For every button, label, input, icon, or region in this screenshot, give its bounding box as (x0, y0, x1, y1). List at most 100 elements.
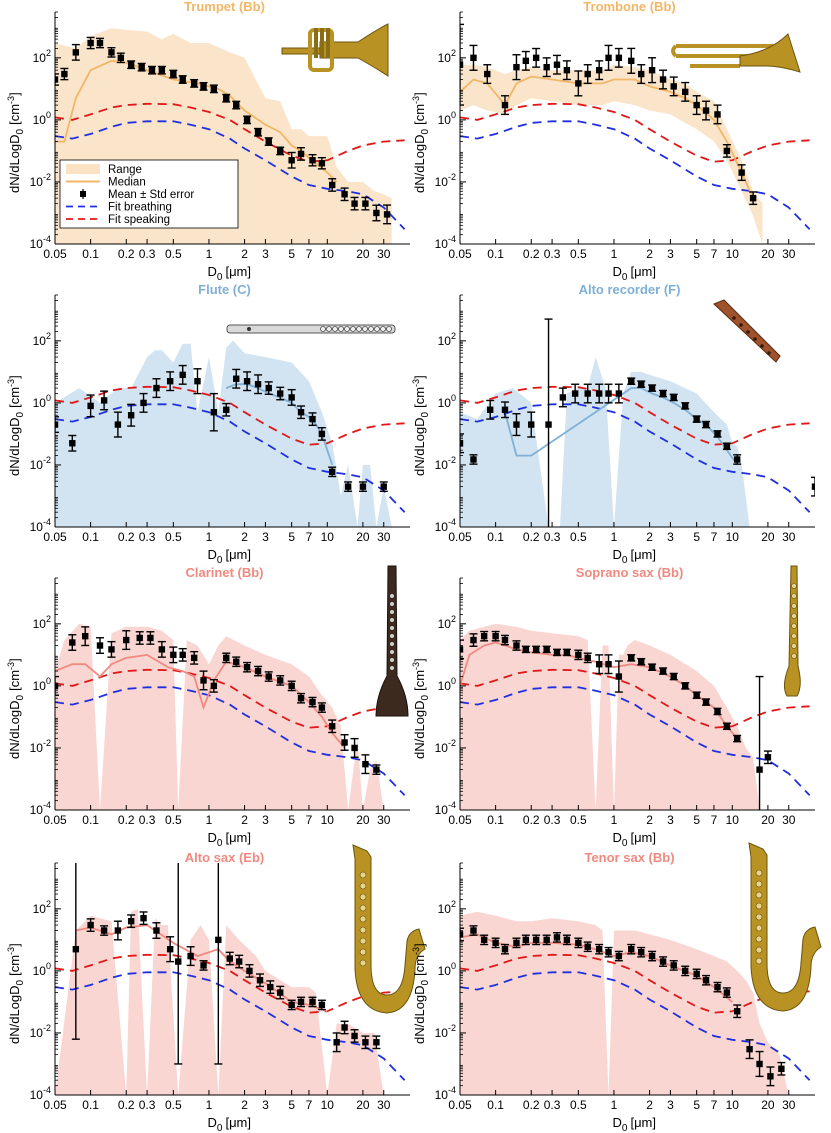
x-tick-label: 0.5 (570, 247, 587, 261)
mean-marker (659, 76, 667, 83)
y-tick-base: 10 (438, 51, 452, 65)
mean-point (637, 946, 646, 958)
mean-marker (648, 384, 656, 392)
plot-area (460, 911, 811, 1095)
mean-point (681, 965, 690, 977)
x-tick-label: 7 (306, 247, 313, 261)
mean-marker (265, 138, 272, 145)
y-tick-base: 10 (435, 237, 449, 251)
sax-key (359, 937, 367, 945)
x-label-main: D (613, 1115, 622, 1130)
y-tick-exponent: -4 (43, 234, 51, 244)
mean-marker (362, 760, 369, 768)
y-tick-label: 10-2 (30, 172, 51, 189)
mean-point (544, 318, 553, 527)
y-tick-label: 10-2 (435, 455, 456, 472)
panel-title: Clarinet (Bb) (186, 565, 264, 580)
y-tick-base: 10 (30, 741, 44, 755)
mean-point (681, 81, 690, 102)
mean-marker (127, 412, 135, 419)
x-label-sub: 0 (622, 272, 628, 283)
mean-marker (147, 634, 154, 642)
mean-point (552, 648, 561, 657)
x-tick-label: 3 (667, 530, 674, 544)
mean-point (232, 100, 241, 110)
x-tick-label: 0.1 (487, 813, 504, 827)
mean-marker (756, 766, 763, 773)
x-tick-label: 1 (611, 530, 618, 544)
mean-marker (100, 927, 108, 934)
y-axis-label: dN/dLogD0 [cm-3] (6, 658, 26, 759)
mean-marker (288, 157, 295, 164)
x-axis-label: D0 [μm] (208, 1115, 252, 1133)
y-tick-exponent: 0 (451, 393, 456, 403)
y-tick-base: 10 (33, 902, 47, 916)
mean-marker (148, 66, 156, 74)
mean-marker (811, 483, 815, 490)
y-tick-exponent: 2 (451, 48, 456, 58)
mean-point (113, 411, 122, 438)
mean-marker (246, 967, 253, 975)
mean-marker (575, 651, 582, 659)
x-tick-label: 10 (726, 530, 740, 544)
x-tick-label: 0.1 (82, 1098, 99, 1112)
x-tick-label: 30 (377, 530, 391, 544)
x-tick-label: 0.5 (165, 247, 182, 261)
mean-marker (276, 390, 284, 397)
mean-marker (166, 378, 174, 385)
y-tick-exponent: -4 (448, 1085, 456, 1095)
mean-point (669, 393, 678, 402)
x-label-main: D (613, 547, 622, 562)
y-tick-label: 100 (33, 961, 51, 978)
mean-marker (595, 66, 603, 74)
mean-point (297, 147, 306, 161)
mean-point (480, 630, 489, 642)
mean-point (350, 1029, 359, 1043)
mean-marker (628, 946, 635, 953)
mean-point (127, 60, 136, 70)
x-tick-label: 0.2 (118, 530, 135, 544)
mean-point (583, 64, 592, 85)
mean-point (583, 941, 592, 953)
mean-marker (605, 390, 612, 397)
mean-point (174, 863, 183, 1065)
mean-marker (648, 952, 656, 960)
x-tick-label: 0.3 (544, 813, 561, 827)
mean-point (659, 667, 668, 675)
y-tick-label: 10-4 (435, 1085, 456, 1102)
y-tick-exponent: 2 (46, 614, 51, 624)
mean-point (542, 934, 551, 946)
flute-key (332, 326, 338, 332)
mean-marker (127, 61, 135, 68)
x-tick-label: 0.05 (448, 247, 472, 261)
mean-marker (543, 646, 550, 653)
y-tick-label: 10-4 (435, 517, 456, 534)
axes: 0.05 0.1 0.2 0.3 0.5 1 2 3 5 7 10 20 3010-410-210010… (435, 577, 815, 827)
x-tick-label: 10 (726, 1098, 740, 1112)
x-tick-label: 30 (782, 1098, 796, 1112)
y-label-main: dN/dLogD (412, 985, 427, 1044)
mean-point (157, 640, 166, 658)
mean-point (713, 707, 722, 716)
legend-item: Mean ± Std error (80, 189, 194, 201)
mean-marker (778, 1065, 785, 1072)
x-tick-label: 2 (646, 813, 653, 827)
mean-marker (522, 646, 530, 653)
mean-marker (297, 150, 305, 158)
mean-marker (233, 375, 240, 382)
panel-1: 0.05 0.1 0.2 0.3 0.5 1 2 3 5 7 10 20 3010-410-210010… (411, 0, 815, 283)
sax-key (359, 893, 367, 901)
y-label-close: ] (7, 375, 22, 379)
mean-point (562, 648, 571, 657)
mean-point (542, 57, 551, 78)
mean-point (574, 649, 583, 661)
x-tick-label: 5 (693, 247, 700, 261)
y-label-exp: -3 (6, 662, 16, 670)
mean-point (552, 54, 561, 75)
mean-marker (460, 931, 464, 938)
mean-point (595, 383, 604, 404)
x-tick-label: 0.5 (570, 1098, 587, 1112)
axes: 0.05 0.1 0.2 0.3 0.5 1 2 3 5 7 10 20 3010-410-210010… (30, 294, 410, 544)
mean-point (178, 75, 187, 84)
x-tick-label: 0.05 (448, 1098, 472, 1112)
